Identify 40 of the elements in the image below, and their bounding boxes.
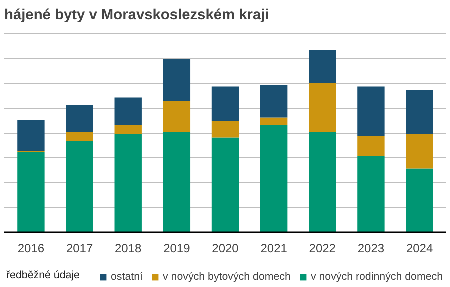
bar	[260, 84, 288, 118]
text: ředběžné údaje	[6, 270, 80, 282]
bar	[212, 86, 240, 122]
bar	[260, 125, 288, 232]
bar	[163, 101, 191, 132]
legend-label: v nových rodinných domech	[310, 271, 444, 283]
bar	[66, 105, 94, 132]
x-tick-label: 2020	[212, 242, 240, 256]
bar	[309, 83, 336, 132]
bar	[18, 152, 45, 232]
bar	[163, 132, 191, 232]
bar	[18, 120, 45, 152]
bar	[212, 121, 240, 138]
bar	[114, 125, 142, 134]
bar	[114, 98, 142, 126]
bar	[406, 134, 434, 169]
bar	[358, 86, 385, 136]
legend-label: ostatní	[111, 271, 143, 283]
bar	[309, 132, 336, 232]
bar	[406, 168, 434, 232]
bar	[66, 141, 94, 232]
legend-label: v nových bytových domech	[163, 271, 291, 283]
bar	[66, 132, 94, 142]
bar	[309, 50, 336, 84]
bar	[114, 134, 142, 232]
bar	[212, 138, 240, 232]
x-tick-label: 2016	[18, 242, 45, 256]
x-tick-label: 2017	[66, 242, 94, 256]
bar	[260, 118, 288, 126]
chart-title: hájené byty v Moravskoslezském kraji	[4, 8, 270, 24]
x-tick-label: 2019	[164, 242, 191, 256]
bar	[358, 156, 385, 232]
x-tick-label: 2024	[406, 242, 434, 256]
x-tick-label: 2022	[309, 242, 336, 256]
bar	[163, 59, 191, 102]
x-tick-label: 2023	[358, 242, 385, 256]
x-tick-label: 2018	[115, 242, 142, 256]
bar	[406, 90, 434, 134]
x-tick-label: 2021	[260, 242, 288, 256]
bar	[358, 136, 385, 156]
